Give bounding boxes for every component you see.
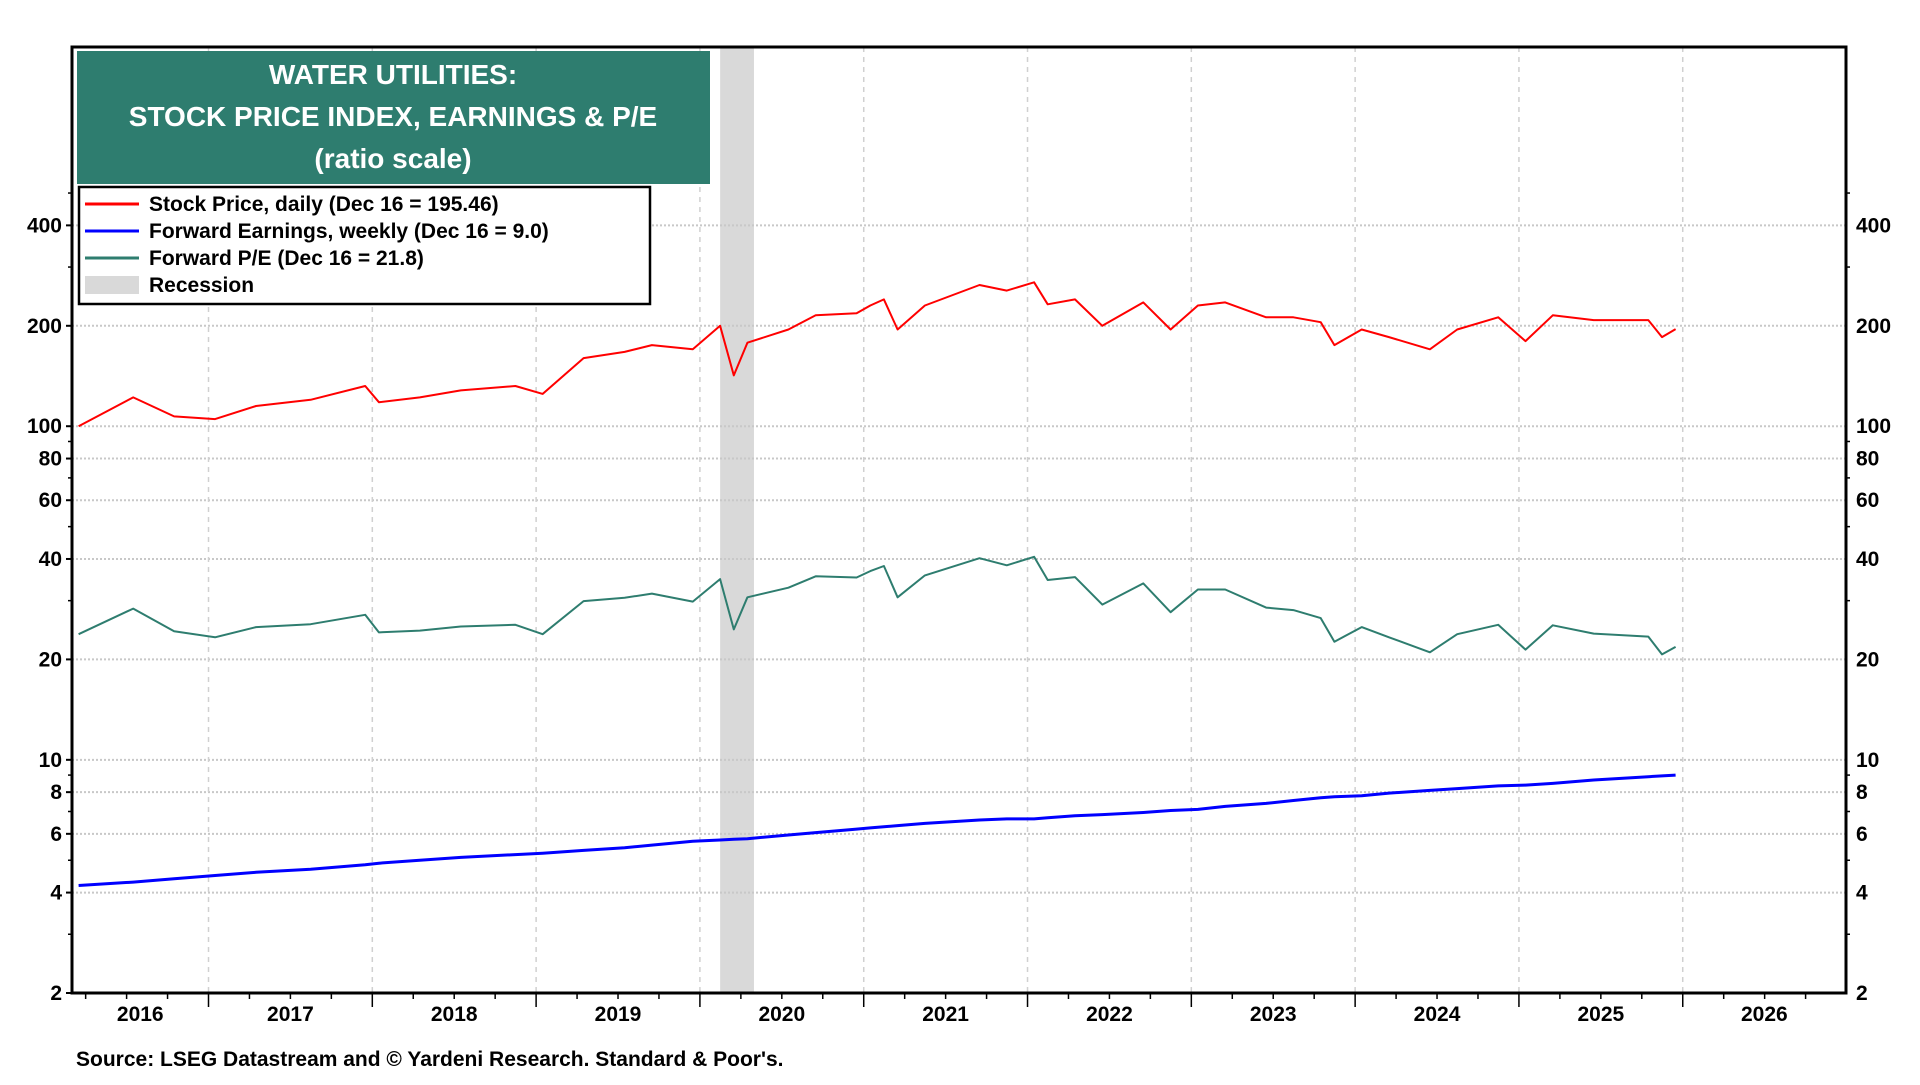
x-tick-label: 2018 [431,1003,478,1026]
y-tick-label-left: 80 [39,448,62,471]
y-tick-label-right: 400 [1856,214,1891,237]
y-tick-label-right: 200 [1856,315,1891,338]
y-tick-label-right: 40 [1856,548,1879,571]
recession-shading [720,47,754,993]
title-line-1: WATER UTILITIES: [269,59,517,90]
title-line-3: (ratio scale) [314,143,471,174]
x-tick-label: 2016 [117,1003,164,1026]
x-tick-label: 2026 [1741,1003,1788,1026]
recession-band [720,47,754,993]
title-line-2: STOCK PRICE INDEX, EARNINGS & P/E [129,101,657,132]
x-tick-label: 2019 [595,1003,642,1026]
legend-swatch-recession [85,276,139,294]
x-tick-label: 2017 [267,1003,314,1026]
source-note: Source: LSEG Datastream and © Yardeni Re… [76,1048,783,1071]
plot-frame [70,45,1848,995]
y-tick-label-left: 8 [50,781,62,804]
y-tick-label-left: 2 [50,982,62,1005]
y-tick-label-right: 8 [1856,781,1868,804]
y-tick-label-left: 60 [39,489,62,512]
legend-label-recession: Recession [149,274,254,297]
y-tick-label-left: 10 [39,749,62,772]
y-tick-label-left: 200 [27,315,62,338]
x-tick-label: 2020 [758,1003,805,1026]
x-tick-label: 2022 [1086,1003,1133,1026]
title-background [77,51,710,184]
legend-box [77,185,652,306]
y-tick-label-right: 10 [1856,749,1879,772]
legend: Stock Price, daily (Dec 16 = 195.46) For… [77,185,652,306]
y-tick-label-left: 4 [50,882,62,905]
x-tick-label: 2021 [922,1003,969,1026]
stock-price-line [78,281,1677,428]
legend-label-forward-pe: Forward P/E (Dec 16 = 21.8) [149,247,424,270]
series-lines [78,281,1677,887]
gridlines [72,47,1846,993]
x-tick-label: 2025 [1577,1003,1624,1026]
title-box: WATER UTILITIES: STOCK PRICE INDEX, EARN… [77,51,710,184]
y-tick-label-right: 6 [1856,823,1868,846]
y-tick-label-right: 80 [1856,448,1879,471]
x-tick-label: 2024 [1414,1003,1461,1026]
y-tick-label-left: 20 [39,648,62,671]
y-tick-label-right: 100 [1856,415,1891,438]
y-tick-label-right: 4 [1856,882,1868,905]
y-tick-label-left: 6 [50,823,62,846]
y-tick-label-right: 2 [1856,982,1868,1005]
y-tick-label-left: 100 [27,415,62,438]
legend-label-stock-price: Stock Price, daily (Dec 16 = 195.46) [149,193,499,216]
x-tick-label: 2023 [1250,1003,1297,1026]
y-tick-label-left: 40 [39,548,62,571]
forward-pe-line [78,555,1677,656]
forward-earnings-line [78,773,1676,887]
y-tick-label-right: 20 [1856,648,1879,671]
y-tick-label-right: 60 [1856,489,1879,512]
y-tick-label-left: 400 [27,214,62,237]
legend-label-forward-earnings: Forward Earnings, weekly (Dec 16 = 9.0) [149,220,549,243]
